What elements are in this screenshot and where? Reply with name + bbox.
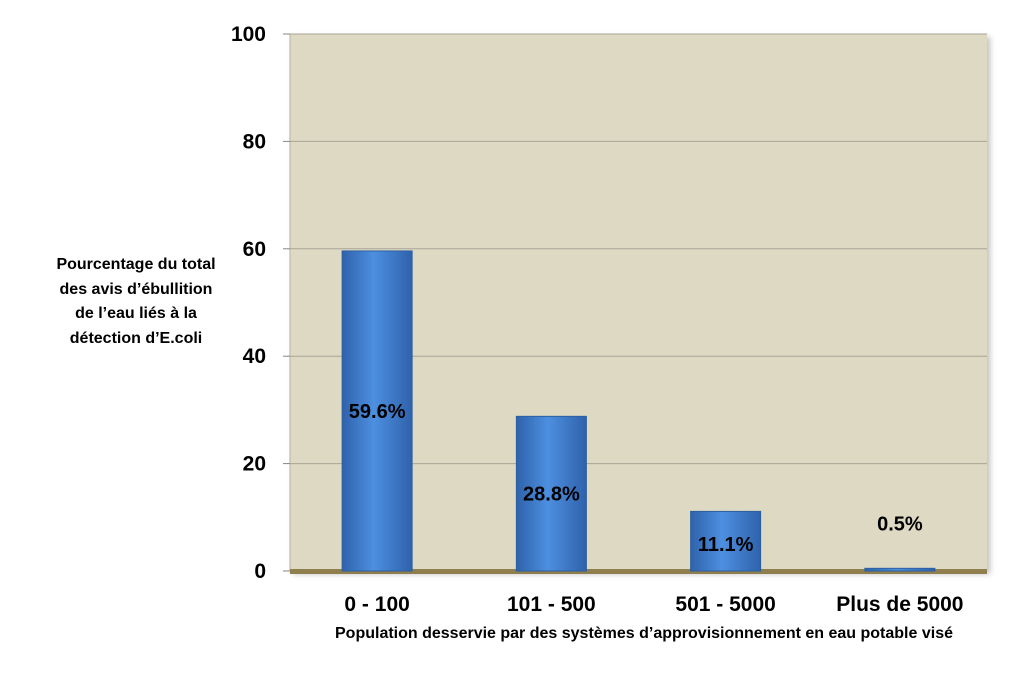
y-tick-label: 100: [231, 23, 266, 46]
data-label: 59.6%: [349, 401, 406, 423]
x-axis-label: Population desservie par des systèmes d’…: [335, 625, 953, 642]
y-tick-label: 80: [243, 130, 266, 153]
bar: [341, 250, 413, 572]
bar: [864, 567, 936, 572]
y-axis-label-line: Pourcentage du total: [56, 256, 216, 273]
y-axis-ticks: 0 20 40 60 80 100: [231, 23, 290, 583]
x-axis-categories: 0 - 100 101 - 500 501 - 5000 Plus de 5000: [344, 593, 963, 616]
x-category-label: 501 - 5000: [675, 593, 775, 616]
x-category-label: Plus de 5000: [836, 593, 963, 616]
y-axis-label: Pourcentage du total des avis d’ébulliti…: [20, 253, 252, 351]
y-tick-label: 0: [254, 560, 266, 583]
data-labels: 59.6% 28.8% 11.1% 0.5%: [349, 401, 923, 556]
y-tick-label: 60: [243, 238, 266, 261]
data-label: 11.1%: [698, 534, 754, 556]
x-category-label: 101 - 500: [507, 593, 596, 616]
data-label: 0.5%: [877, 513, 923, 535]
x-category-label: 0 - 100: [344, 593, 409, 616]
data-label: 28.8%: [523, 484, 580, 506]
y-tick-label: 40: [243, 345, 266, 368]
bars: [341, 250, 936, 572]
y-tick-label: 20: [243, 453, 266, 476]
chart-floor: [290, 569, 987, 574]
y-axis-label-line: détection d’E.coli: [69, 329, 203, 347]
bar: [515, 415, 587, 572]
y-axis-label-line: des avis d’ébullition: [59, 280, 213, 298]
y-axis-label-line: de l’eau liés à la: [75, 305, 197, 322]
bar: [690, 510, 762, 572]
